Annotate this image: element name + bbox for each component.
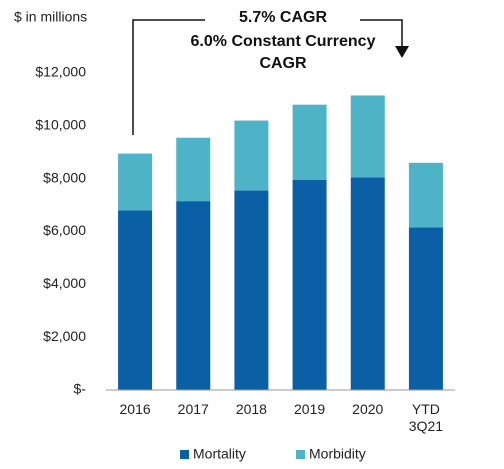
bar-segment xyxy=(176,201,211,390)
y-tick-label: $4,000 xyxy=(43,275,86,291)
arrow-head xyxy=(395,46,409,58)
bracket xyxy=(360,19,403,48)
legend-swatch xyxy=(180,450,189,459)
y-tick-label: $6,000 xyxy=(43,222,86,238)
x-tick-label: 2019 xyxy=(294,401,326,417)
bar-segment xyxy=(234,190,269,390)
annotation: CAGR xyxy=(259,55,307,72)
annotation: 5.7% CAGR xyxy=(239,9,327,26)
y-tick-label: $- xyxy=(74,381,87,397)
y-tick-label: $12,000 xyxy=(35,64,86,80)
x-tick-label: 2016 xyxy=(119,401,151,417)
x-tick-label: 2018 xyxy=(235,401,267,417)
bar-segment xyxy=(292,104,327,180)
bar-segment xyxy=(234,120,269,191)
x-tick-label: 2020 xyxy=(352,401,384,417)
legend-label: Mortality xyxy=(193,446,246,462)
y-tick-label: $2,000 xyxy=(43,328,86,344)
y-axis-label: $ in millions xyxy=(14,9,87,25)
bar-segment xyxy=(408,227,443,390)
bar-segment xyxy=(118,210,153,390)
x-tick-label: 2017 xyxy=(177,401,209,417)
bar-segment xyxy=(350,95,385,178)
bar-segment xyxy=(408,162,443,228)
legend-label: Morbidity xyxy=(309,446,366,462)
bar-segment xyxy=(176,137,211,202)
bracket xyxy=(132,19,205,135)
y-tick-label: $10,000 xyxy=(35,117,86,133)
x-tick-label: YTD 3Q21 xyxy=(408,401,444,434)
bar-segment xyxy=(292,179,327,390)
bar-segment xyxy=(350,177,385,390)
legend-swatch xyxy=(296,450,305,459)
y-tick-label: $8,000 xyxy=(43,169,86,185)
annotation: 6.0% Constant Currency xyxy=(191,33,376,50)
bar-segment xyxy=(118,153,153,211)
